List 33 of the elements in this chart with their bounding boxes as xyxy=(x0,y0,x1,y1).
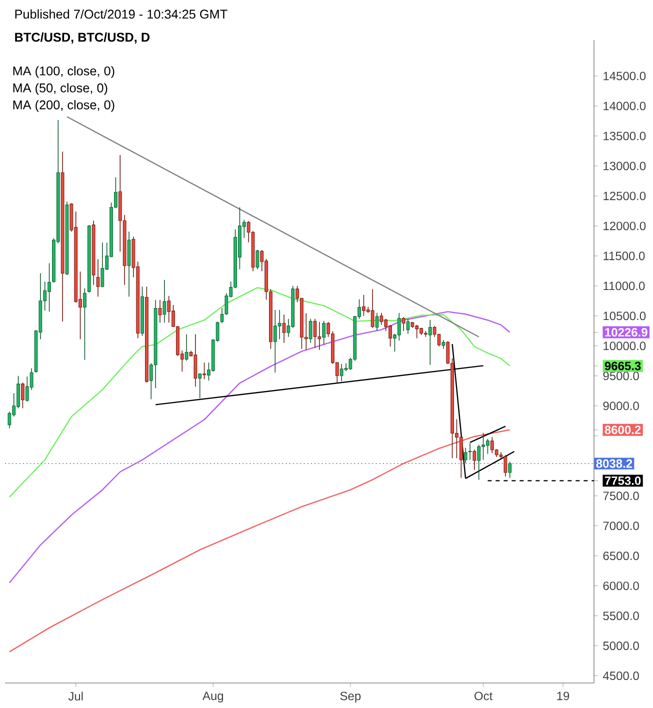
chart-subtitle: BTC/USD, BTC/USD, D xyxy=(15,32,150,44)
y-tick-label: 11000.0 xyxy=(604,282,645,290)
chart-title: Published 7/Oct/2019 - 10:34:25 GMT xyxy=(15,9,228,19)
y-tick-label: 13000.0 xyxy=(604,162,646,170)
y-tick-label: 5500.0 xyxy=(603,612,639,620)
annotation: MA (100, close, 0) xyxy=(13,66,114,78)
x-tick-label: Sep xyxy=(340,692,361,703)
x-tick-label: Aug xyxy=(202,692,224,702)
y-tick-label: 14500.0 xyxy=(604,72,646,80)
y-tick-label: 6500.0 xyxy=(603,552,639,560)
y-tick-label: 13500.0 xyxy=(604,132,646,140)
x-tick-label: Oct xyxy=(474,692,493,700)
x-tick-label: 19 xyxy=(557,692,570,700)
y-tick-label: 10226.9 xyxy=(605,328,648,337)
y-tick-label: 4500.0 xyxy=(602,672,639,680)
y-tick-label: 12500.0 xyxy=(604,192,646,200)
annotation: MA (50, close, 0) xyxy=(13,83,108,95)
y-tick-label: 14000.0 xyxy=(604,102,646,110)
y-tick-label: 11500.0 xyxy=(604,252,645,260)
y-tick-label: 7000.0 xyxy=(603,522,639,530)
annotation: MA (200, close, 0) xyxy=(13,100,114,112)
y-tick-label: 12000.0 xyxy=(604,222,646,230)
ref-line-label: 8038.2 xyxy=(596,459,632,468)
y-tick-label: 9665.3 xyxy=(604,362,641,370)
y-tick-label: 7500.0 xyxy=(603,492,639,500)
y-tick-label: 5000.0 xyxy=(603,642,639,650)
y-tick-label: 8600.2 xyxy=(604,426,641,434)
x-tick-label: Jul xyxy=(68,692,83,701)
y-tick-label: 6000.0 xyxy=(603,582,639,590)
y-tick-label: 9000.0 xyxy=(603,402,639,410)
y-tick-label: 10000.0 xyxy=(604,342,646,350)
y-tick-label: 10500.0 xyxy=(604,312,646,320)
y-tick-label: 7753.0 xyxy=(604,476,641,485)
